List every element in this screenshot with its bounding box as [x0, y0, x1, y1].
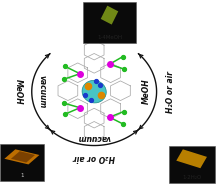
Text: 1: 1 [20, 173, 24, 178]
Text: H₂O or air: H₂O or air [73, 153, 115, 162]
Text: H₂O or air: H₂O or air [166, 71, 175, 113]
Polygon shape [176, 149, 207, 168]
Text: MeOH: MeOH [14, 79, 23, 105]
Polygon shape [101, 6, 118, 25]
Text: 1·2H₂O: 1·2H₂O [182, 175, 201, 180]
Text: vacuum: vacuum [37, 75, 46, 108]
FancyBboxPatch shape [0, 144, 44, 181]
Text: MeOH: MeOH [142, 79, 151, 105]
Polygon shape [11, 151, 35, 163]
FancyBboxPatch shape [83, 2, 136, 43]
Text: 1·4MeOH: 1·4MeOH [97, 35, 122, 40]
FancyBboxPatch shape [169, 146, 215, 183]
Ellipse shape [82, 80, 106, 103]
Text: vacuum: vacuum [78, 132, 111, 142]
Polygon shape [4, 149, 39, 164]
